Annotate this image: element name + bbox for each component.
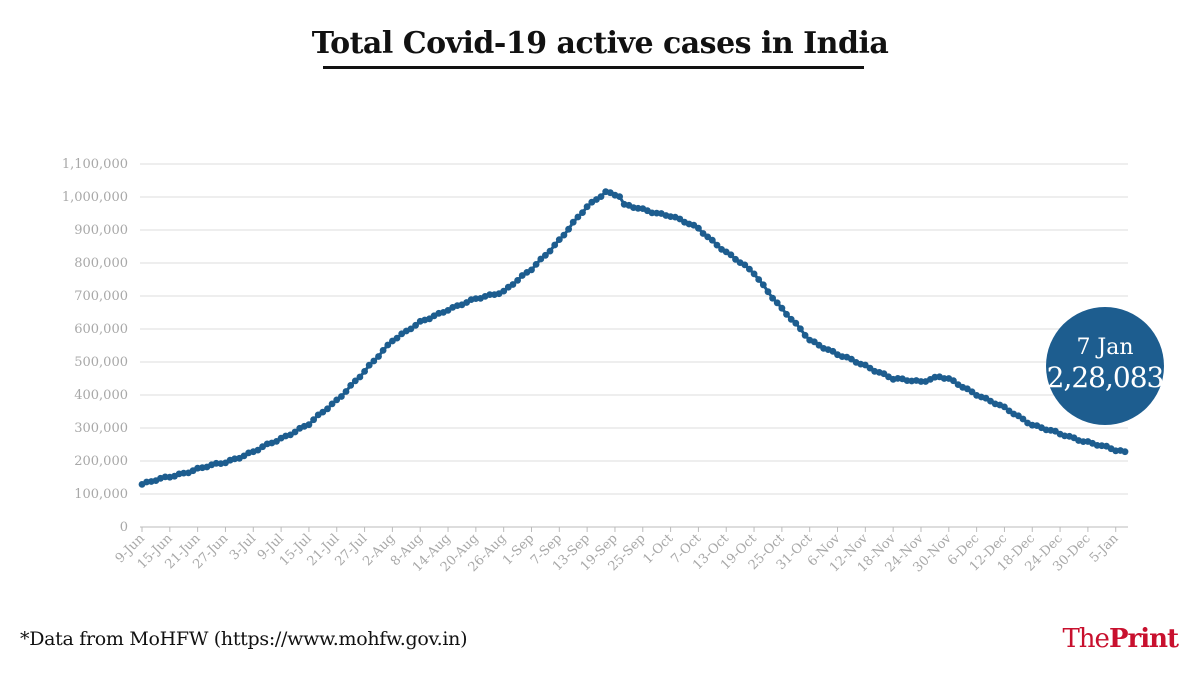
callout-date: 7 Jan: [1076, 335, 1134, 360]
data-point: [532, 261, 540, 268]
data-point: [616, 193, 623, 201]
data-point: [319, 408, 327, 416]
y-tick-label: 500,000: [74, 355, 128, 370]
data-point: [792, 319, 800, 327]
data-point: [305, 421, 313, 429]
data-point: [759, 281, 767, 289]
y-tick-label: 200,000: [74, 454, 128, 469]
data-point: [407, 325, 415, 333]
data-point: [555, 236, 563, 244]
data-point: [412, 321, 419, 329]
data-point: [713, 241, 721, 249]
data-point: [1019, 415, 1027, 423]
data-point: [787, 315, 795, 323]
data-point: [764, 288, 772, 296]
data-point: [347, 382, 355, 389]
data-point: [797, 325, 804, 333]
line-chart: 0 100,000 200,000 300,000 400,000 500,000 600,…: [62, 157, 1129, 575]
data-point: [708, 236, 716, 244]
data-point: [560, 231, 568, 239]
data-point: [393, 334, 401, 342]
data-point: [746, 265, 753, 273]
series-line: [141, 190, 1126, 486]
data-point: [565, 225, 572, 233]
data-point: [351, 377, 359, 385]
y-tick-label: 700,000: [74, 289, 128, 304]
data-point: [755, 276, 763, 283]
y-tick-label: 600,000: [74, 322, 128, 337]
data-point: [801, 331, 809, 339]
data-point: [324, 405, 331, 413]
data-point: [356, 373, 364, 381]
data-point: [528, 266, 535, 274]
data-point: [365, 361, 373, 369]
y-tick-label: 0: [120, 520, 128, 535]
data-point: [750, 270, 758, 278]
data-point: [1121, 448, 1129, 456]
y-tick-label: 1,100,000: [62, 157, 128, 172]
x-tick-label: 1-Oct: [640, 531, 676, 567]
y-tick-label: 1,000,000: [62, 190, 128, 205]
y-tick-label: 100,000: [74, 487, 128, 502]
data-point: [546, 247, 554, 255]
data-point: [500, 287, 508, 295]
data-point: [810, 338, 818, 346]
x-tick-label: 3-Jul: [227, 531, 259, 563]
brand-logo: ThePrint: [1062, 624, 1179, 654]
data-point: [542, 251, 549, 259]
callout-value: 2,28,083: [1046, 361, 1165, 394]
data-point: [769, 294, 776, 302]
data-point: [773, 299, 781, 307]
data-point: [741, 261, 749, 269]
data-point: [375, 353, 382, 360]
data-point: [1001, 403, 1008, 411]
data-point: [310, 416, 317, 424]
data-point: [379, 347, 387, 354]
data-point: [342, 388, 350, 395]
data-point: [333, 396, 341, 404]
data-point: [291, 428, 299, 436]
data-point: [361, 368, 368, 375]
y-tick-label: 400,000: [74, 388, 128, 403]
data-point: [509, 281, 517, 288]
x-tick-label: 5-Jan: [1087, 531, 1122, 566]
data-point: [551, 241, 559, 249]
data-point: [848, 355, 855, 363]
data-point: [328, 400, 336, 408]
data-point: [950, 377, 957, 385]
data-point: [254, 446, 262, 454]
series-active-cases: [138, 188, 1129, 488]
y-tick-label: 300,000: [74, 421, 128, 436]
x-axis-tick-labels: 9-Jun15-Jun21-Jun27-Jun3-Jul9-Jul15-Jul2…: [113, 527, 1122, 575]
data-point: [574, 213, 582, 221]
data-point: [514, 277, 521, 284]
brand-suffix: Print: [1108, 624, 1179, 654]
data-point: [695, 224, 702, 232]
chart-title: Total Covid-19 active cases in India: [311, 26, 889, 61]
data-point: [370, 357, 378, 365]
data-point: [597, 193, 605, 201]
y-tick-label: 900,000: [74, 223, 128, 238]
title-underline: [323, 66, 864, 69]
data-point: [968, 388, 976, 396]
source-note: *Data from MoHFW (https://www.mohfw.gov.…: [20, 628, 468, 650]
gridlines: [140, 163, 1128, 528]
data-point: [778, 304, 786, 312]
data-point: [537, 255, 545, 263]
y-axis-tick-labels: 0 100,000 200,000 300,000 400,000 500,000 600,…: [62, 157, 128, 535]
y-tick-label: 800,000: [74, 256, 128, 271]
data-point: [384, 341, 392, 349]
data-point: [569, 218, 577, 226]
brand-prefix: The: [1062, 624, 1109, 654]
data-point: [727, 251, 735, 259]
data-point: [579, 209, 586, 217]
data-point: [783, 310, 790, 318]
latest-value-callout: 7 Jan 2,28,083: [1046, 307, 1164, 425]
data-point: [338, 393, 345, 400]
data-point: [583, 203, 591, 211]
